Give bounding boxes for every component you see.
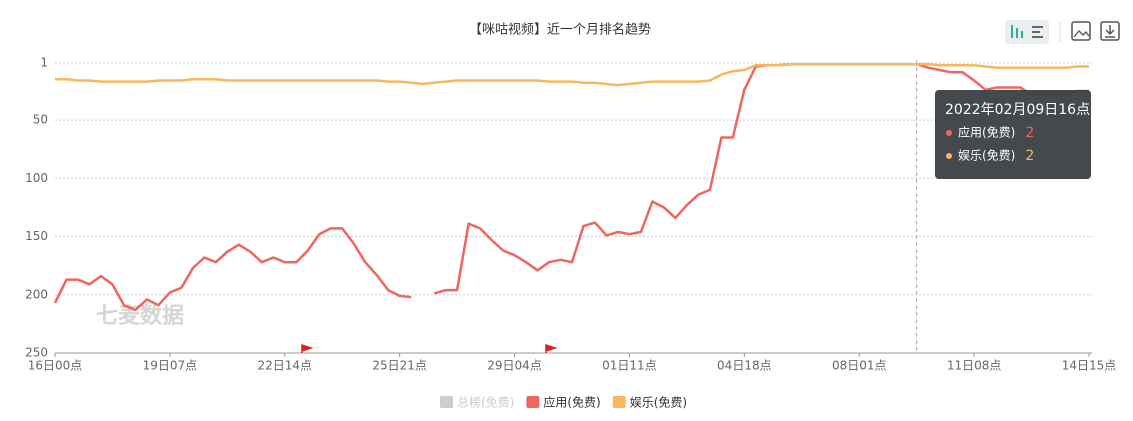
icon xyxy=(1105,25,1115,38)
download-button[interactable] xyxy=(1100,21,1120,41)
x-tick-label: 01日11点 xyxy=(602,359,657,373)
x-tick-label: 11日08点 xyxy=(947,359,1002,373)
y-tick-label: 100 xyxy=(25,171,48,185)
legend-swatch xyxy=(612,396,626,408)
x-tick-label: 16日00点 xyxy=(28,359,83,373)
y-tick-label: 200 xyxy=(25,287,48,301)
x-tick-label: 08日01点 xyxy=(832,359,887,373)
icon xyxy=(1032,26,1043,28)
toolbar xyxy=(1005,20,1120,44)
icon xyxy=(1021,31,1023,38)
icon xyxy=(1016,28,1018,38)
legend-label[interactable]: 娱乐(免费) xyxy=(630,395,687,410)
icon xyxy=(1011,25,1013,38)
legend-label[interactable]: 应用(免费) xyxy=(543,395,600,410)
x-tick-label: 22日14点 xyxy=(258,359,313,373)
y-tick-label: 1 xyxy=(40,56,48,70)
event-flag xyxy=(545,343,558,353)
legend-label[interactable]: 总榜(免费) xyxy=(457,395,514,410)
series-line xyxy=(53,227,412,312)
tooltip-dot xyxy=(946,153,952,159)
legend-swatch xyxy=(526,396,540,408)
save-image-button[interactable] xyxy=(1071,21,1091,41)
icon xyxy=(1073,30,1090,38)
tooltip-name: 娱乐(免费) xyxy=(958,148,1015,163)
x-tick-label: 29日04点 xyxy=(487,359,542,373)
y-tick-label: 150 xyxy=(25,229,48,243)
event-flag xyxy=(301,343,314,353)
y-tick-label: 250 xyxy=(25,346,48,360)
x-tick-label: 04日18点 xyxy=(717,359,772,373)
tooltip-value: 2 xyxy=(1025,125,1034,141)
legend-swatch xyxy=(440,396,453,408)
icon xyxy=(1032,31,1040,33)
chart-title: 【咪咕视频】近一个月排名趋势 xyxy=(469,22,651,38)
x-tick-label: 25日21点 xyxy=(372,359,427,373)
tooltip-box xyxy=(935,90,1091,179)
series-line xyxy=(55,62,1089,87)
x-tick-label: 14日15点 xyxy=(1062,359,1117,373)
tooltip-name: 应用(免费) xyxy=(958,125,1015,140)
tooltip-dot xyxy=(946,130,952,136)
x-tick-label: 19日07点 xyxy=(143,359,198,373)
tooltip-value: 2 xyxy=(1025,148,1034,164)
y-tick-label: 50 xyxy=(33,113,48,127)
tooltip-title: 2022年02月09日16点 xyxy=(945,102,1090,118)
icon xyxy=(1032,36,1043,38)
